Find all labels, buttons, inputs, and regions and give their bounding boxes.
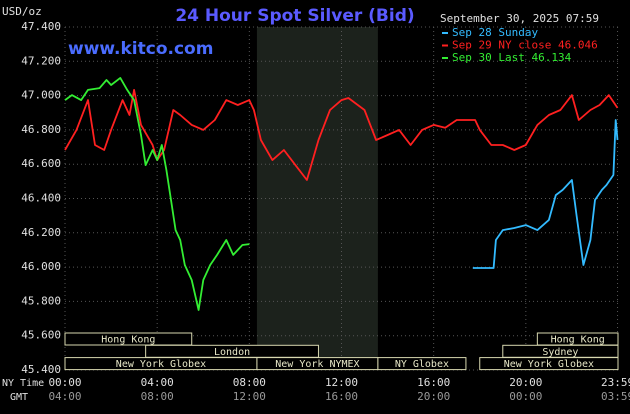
gmt-tick-label: 04:00 — [48, 390, 81, 403]
x-tick-label: 20:00 — [509, 376, 542, 389]
gmt-tick-label: 03:59 — [601, 390, 630, 403]
session-label: London — [214, 347, 250, 358]
chart-subtitle: www.kitco.com — [68, 39, 213, 59]
session-label: New York Globex — [116, 359, 206, 370]
x-tick-label: 08:00 — [233, 376, 266, 389]
y-tick-label: 47.000 — [21, 89, 61, 102]
x-tick-label: 12:00 — [325, 376, 358, 389]
session-label: Hong Kong — [101, 335, 155, 346]
y-tick-label: 46.600 — [21, 157, 61, 170]
gmt-tick-label: 08:00 — [141, 390, 174, 403]
session-label: New York Globex — [504, 359, 594, 370]
y-tick-label: 46.400 — [21, 192, 61, 205]
gmt-tick-label: 20:00 — [417, 390, 450, 403]
session-label: NY Globex — [395, 359, 449, 370]
x-tick-label: 23:59 — [601, 376, 630, 389]
x-row-label: GMT — [10, 392, 28, 403]
gmt-tick-label: 00:00 — [509, 390, 542, 403]
y-tick-label: 45.800 — [21, 294, 61, 307]
legend-label: Sep 29 NY close 46.046 — [452, 39, 598, 52]
series-line — [64, 89, 619, 181]
y-tick-label: 46.800 — [21, 123, 61, 136]
chart-title: 24 Hour Spot Silver (Bid) — [175, 6, 414, 26]
gmt-tick-label: 12:00 — [233, 390, 266, 403]
y-tick-label: 46.000 — [21, 260, 61, 273]
legend-label: Sep 28 Sunday — [452, 26, 538, 39]
x-tick-label: 04:00 — [141, 376, 174, 389]
series-line — [64, 77, 250, 311]
session-box — [377, 357, 467, 371]
x-row-label: NY Time — [2, 378, 44, 389]
gmt-tick-label: 16:00 — [325, 390, 358, 403]
x-tick-label: 16:00 — [417, 376, 450, 389]
session-box — [64, 332, 193, 346]
timestamp: September 30, 2025 07:59 — [440, 12, 599, 25]
session-box — [479, 357, 619, 371]
x-tick-label: 00:00 — [48, 376, 81, 389]
y-tick-label: 47.400 — [21, 20, 61, 33]
session-label: New York NYMEX — [275, 359, 359, 370]
session-label: Sydney — [542, 347, 578, 358]
session-label: Hong Kong — [551, 335, 605, 346]
y-tick-label: 45.600 — [21, 329, 61, 342]
unit-label: USD/oz — [2, 5, 42, 18]
series-line — [472, 119, 619, 269]
y-tick-label: 45.400 — [21, 363, 61, 376]
legend-label: Sep 30 Last 46.134 — [452, 51, 572, 64]
y-tick-label: 46.200 — [21, 226, 61, 239]
y-tick-label: 47.200 — [21, 54, 61, 67]
